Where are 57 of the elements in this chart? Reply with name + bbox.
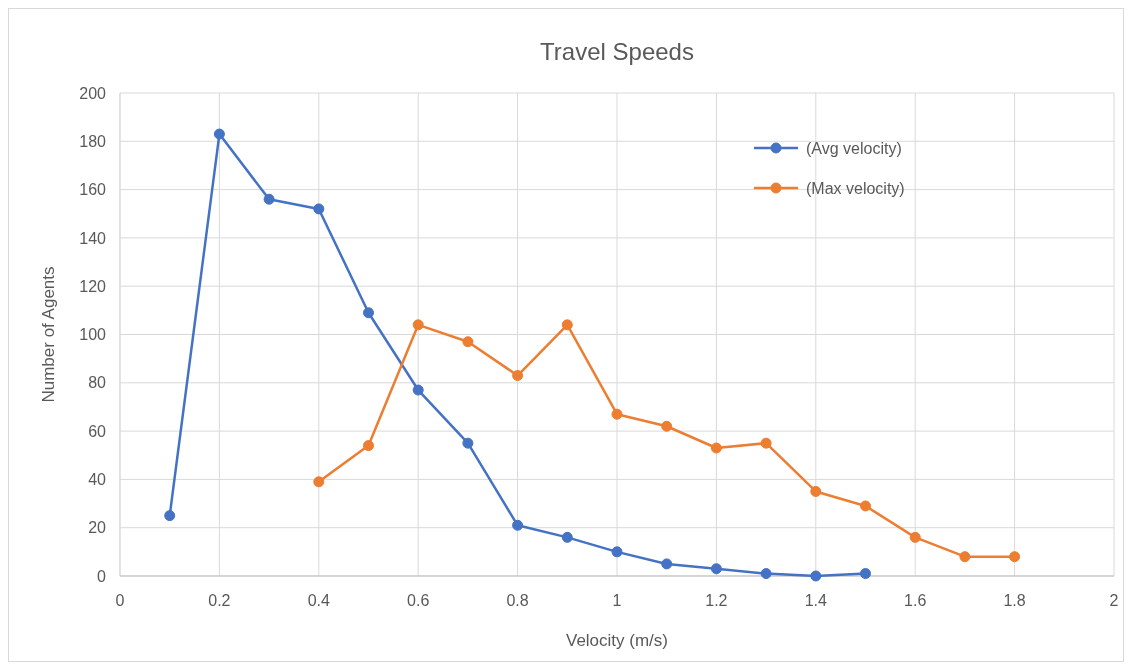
x-tick-label: 1.8 xyxy=(1003,592,1026,609)
point xyxy=(860,568,871,580)
y-tick-label: 200 xyxy=(79,84,107,102)
point xyxy=(263,193,275,205)
point xyxy=(909,531,921,543)
point xyxy=(810,485,822,497)
point xyxy=(860,500,871,512)
point xyxy=(412,384,424,396)
y-tick-label: 60 xyxy=(88,422,107,440)
legend-label: (Max velocity) xyxy=(806,179,905,197)
x-tick-label: 0.8 xyxy=(506,592,529,609)
point xyxy=(313,476,325,488)
point xyxy=(611,546,623,558)
point xyxy=(810,570,822,582)
x-tick-label: 1.4 xyxy=(804,592,828,609)
x-tick-label: 2 xyxy=(1109,592,1119,609)
point xyxy=(213,128,225,140)
point xyxy=(561,319,573,331)
x-tick-label: 0.4 xyxy=(307,592,331,609)
y-tick-label: 40 xyxy=(88,471,107,488)
x-tick-label: 1.2 xyxy=(705,592,728,609)
y-tick-label: 20 xyxy=(88,519,107,537)
y-tick-label: 100 xyxy=(79,326,107,344)
x-tick-label: 1 xyxy=(612,592,622,609)
point xyxy=(710,442,722,454)
legend-label: (Avg velocity) xyxy=(806,139,902,157)
point xyxy=(760,568,772,580)
point xyxy=(710,563,722,575)
x-tick-label: 0.6 xyxy=(407,592,430,609)
x-tick-label: 0 xyxy=(115,592,125,609)
x-tick-label: 0.2 xyxy=(208,592,231,609)
point xyxy=(959,551,971,563)
y-tick-label: 120 xyxy=(79,277,107,295)
point xyxy=(363,440,374,452)
point xyxy=(661,420,673,432)
y-tick-label: 160 xyxy=(79,181,107,199)
y-tick-label: 0 xyxy=(97,567,107,585)
point xyxy=(611,408,623,420)
x-tick-label: 1.6 xyxy=(904,592,927,609)
point xyxy=(462,437,474,449)
point xyxy=(412,319,424,331)
point xyxy=(462,336,474,348)
chart-title: Travel Speeds xyxy=(540,38,694,65)
x-axis-title: Velocity (m/s) xyxy=(565,631,669,650)
point xyxy=(1009,551,1021,563)
y-tick-label: 140 xyxy=(79,229,107,247)
point xyxy=(164,510,176,522)
point xyxy=(661,558,673,570)
point xyxy=(313,203,325,215)
point xyxy=(512,370,524,382)
y-tick-label: 180 xyxy=(79,132,107,150)
y-axis-title: Number of Agents xyxy=(39,266,58,403)
point xyxy=(363,307,374,319)
point xyxy=(512,519,524,531)
point xyxy=(561,531,573,543)
point xyxy=(760,437,772,449)
y-tick-label: 80 xyxy=(88,374,107,392)
